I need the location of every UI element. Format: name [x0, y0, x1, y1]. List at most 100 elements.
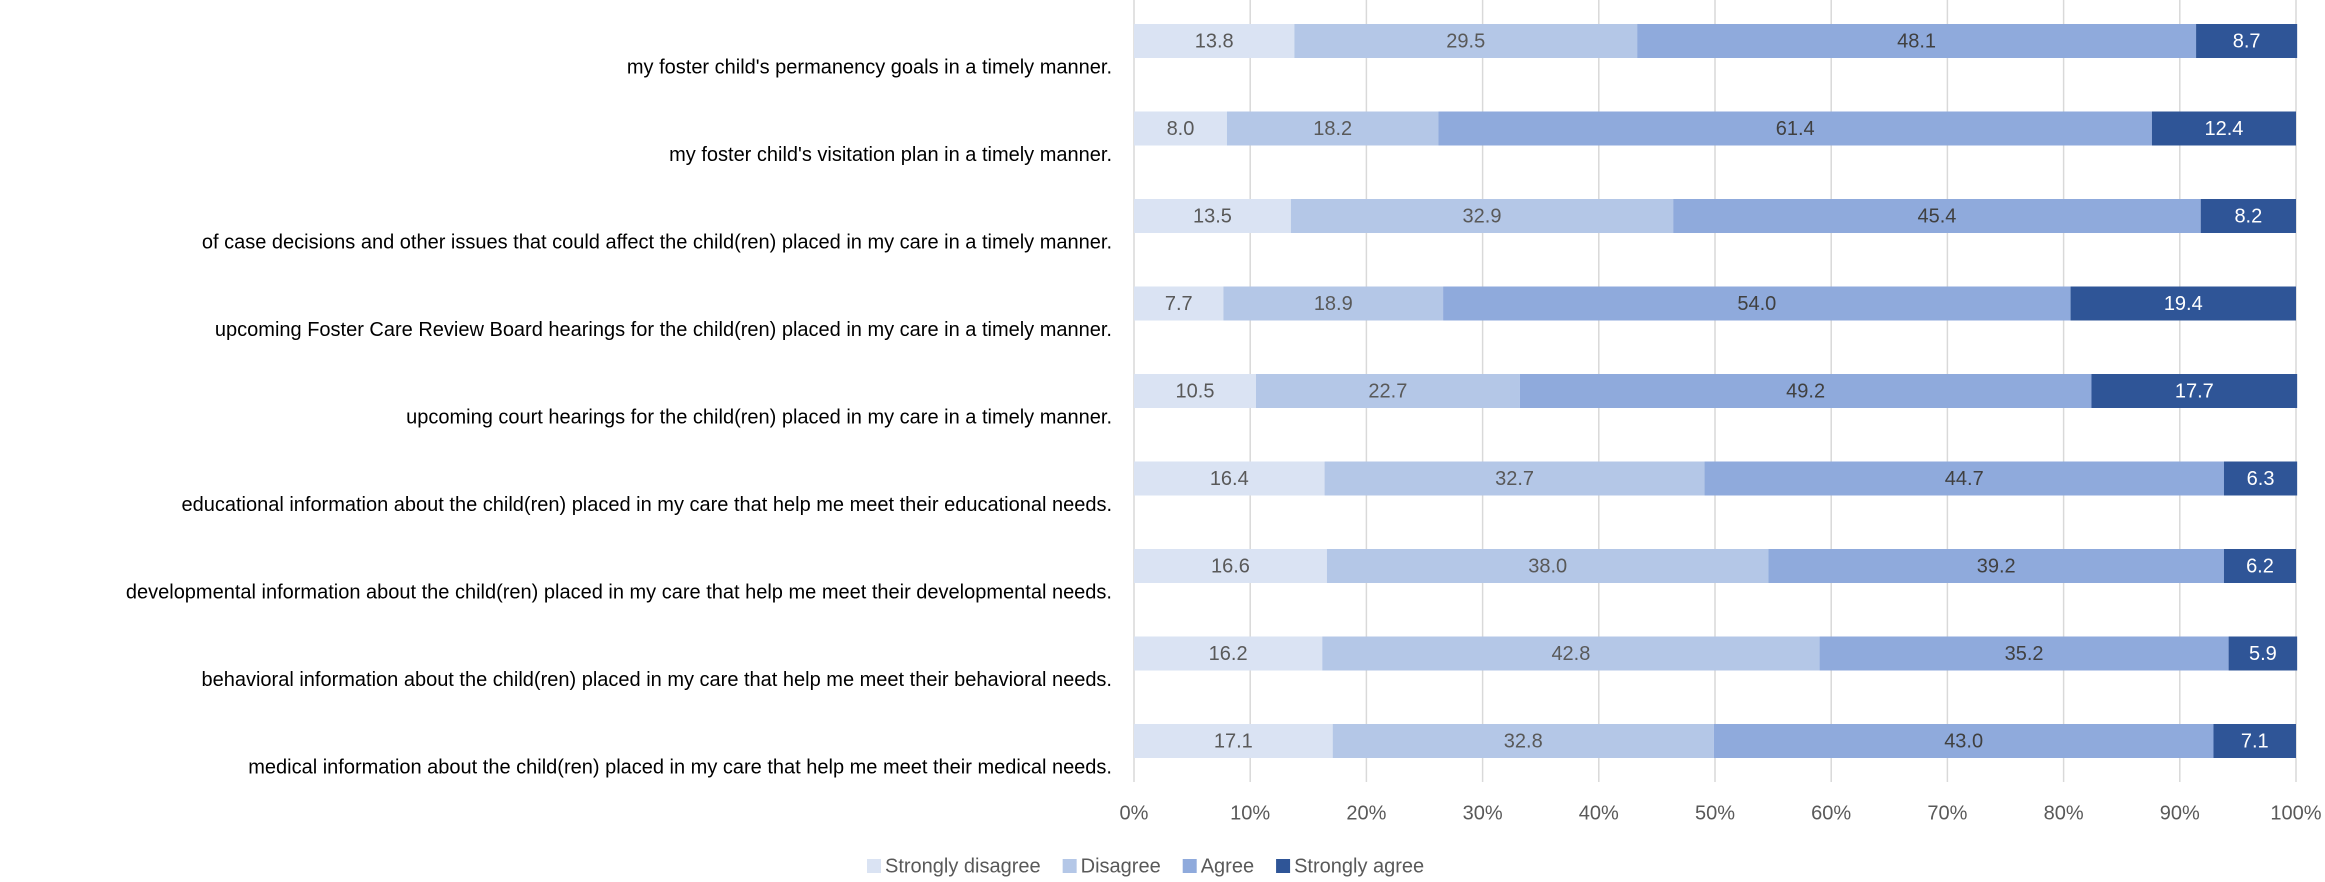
category-label: of case decisions and other issues that … [202, 231, 1112, 253]
data-label: 18.2 [1313, 118, 1352, 140]
bar-segment [1223, 286, 1444, 321]
data-label: 38.0 [1528, 555, 1567, 577]
data-label: 48.1 [1897, 30, 1936, 52]
data-label: 13.5 [1193, 205, 1232, 227]
data-label: 16.4 [1210, 468, 1249, 490]
data-label: 32.7 [1495, 468, 1534, 490]
bar-segment [1673, 199, 2201, 233]
data-label: 61.4 [1776, 118, 1815, 140]
data-label: 13.8 [1195, 30, 1234, 52]
category-label: upcoming court hearings for the child(re… [406, 406, 1112, 428]
x-tick-label: 80% [2044, 802, 2084, 824]
bar-segment [1768, 549, 2224, 583]
legend-label: Strongly disagree [885, 855, 1041, 877]
bar-segment [1134, 461, 1325, 496]
data-label: 7.1 [2241, 730, 2269, 752]
legend-label: Strongly agree [1294, 855, 1424, 877]
x-tick-label: 90% [2160, 802, 2200, 824]
bar-segment [1326, 549, 1769, 583]
bar-segment [1134, 636, 1323, 671]
bar-segment [2228, 636, 2298, 671]
data-label: 7.7 [1165, 293, 1193, 315]
data-label: 8.0 [1167, 118, 1195, 140]
category-label: behavioral information about the child(r… [201, 669, 1112, 691]
data-label: 42.8 [1551, 643, 1590, 665]
data-label: 18.9 [1314, 293, 1353, 315]
data-label: 6.3 [2247, 468, 2275, 490]
category-label: educational information about the child(… [181, 494, 1112, 516]
legend-swatch [867, 859, 881, 873]
data-label: 39.2 [1977, 555, 2016, 577]
bar-segment [1713, 724, 2214, 758]
data-label: 17.7 [2175, 380, 2214, 402]
x-tick-label: 20% [1346, 802, 1386, 824]
x-tick-label: 70% [1927, 802, 1967, 824]
bar-segment [1324, 461, 1705, 496]
data-label: 8.2 [2234, 205, 2262, 227]
data-label: 12.4 [2204, 118, 2243, 140]
bar-segment [1332, 724, 1714, 758]
legend: Strongly disagree Disagree Agree Strongly a… [867, 855, 1424, 877]
x-tick-label: 100% [2270, 802, 2321, 824]
data-label: 49.2 [1786, 380, 1825, 402]
data-label: 16.6 [1211, 555, 1250, 577]
category-label: my foster child's visitation plan in a t… [669, 144, 1112, 166]
data-label: 32.9 [1463, 205, 1502, 227]
bar-segment [1290, 199, 1674, 233]
bar-segment [1256, 374, 1520, 408]
bar-segment [2196, 24, 2298, 58]
category-label: my foster child's permanency goals in a … [627, 56, 1112, 78]
data-label: 10.5 [1176, 380, 1215, 402]
bar-segment [1438, 111, 2152, 146]
bar-segment [2091, 374, 2298, 408]
category-label: developmental information about the chil… [126, 581, 1112, 603]
x-tick-label: 60% [1811, 802, 1851, 824]
data-label: 5.9 [2249, 643, 2277, 665]
bar-segment [1443, 286, 2071, 321]
bar-segment [1134, 111, 1227, 146]
bar-segment [1294, 24, 1638, 58]
bar-segment [1134, 286, 1224, 321]
x-tick-label: 10% [1230, 802, 1270, 824]
bar-segment [2223, 461, 2298, 496]
data-label: 44.7 [1945, 468, 1984, 490]
x-tick-label: 30% [1463, 802, 1503, 824]
data-label: 32.8 [1504, 730, 1543, 752]
legend-swatch [1276, 859, 1291, 873]
x-tick-label: 50% [1695, 802, 1735, 824]
bar-segment [1134, 374, 1257, 408]
bar-segment [1322, 636, 1820, 671]
data-label: 22.7 [1368, 380, 1407, 402]
bar-segment [2151, 111, 2296, 146]
data-label: 19.4 [2164, 293, 2203, 315]
data-label: 43.0 [1944, 730, 1983, 752]
bar-segment [1134, 724, 1333, 758]
data-label: 35.2 [2005, 643, 2044, 665]
bar-segment [1134, 199, 1291, 233]
bar-segment [1704, 461, 2224, 496]
x-tick-label: 40% [1579, 802, 1619, 824]
data-label: 54.0 [1737, 293, 1776, 315]
legend-label: Agree [1201, 855, 1254, 877]
data-label: 45.4 [1917, 205, 1956, 227]
bar-segment [1134, 549, 1327, 583]
bar-segment [1519, 374, 2092, 408]
category-label: upcoming Foster Care Review Board hearin… [215, 319, 1112, 341]
bar-segment [1226, 111, 1439, 146]
data-label: 29.5 [1446, 30, 1485, 52]
category-label: medical information about the child(ren)… [248, 756, 1112, 778]
x-tick-label: 0% [1120, 802, 1149, 824]
bar-segment [1819, 636, 2229, 671]
legend-swatch [1062, 859, 1077, 873]
bar-segment [1637, 24, 2197, 58]
bar-segment [2070, 286, 2296, 321]
data-label: 6.2 [2246, 555, 2274, 577]
legend-swatch [1182, 859, 1197, 873]
bar-segment [1134, 24, 1295, 58]
bar-segment [2213, 724, 2296, 758]
data-label: 8.7 [2233, 30, 2261, 52]
legend-label: Disagree [1081, 855, 1161, 877]
bar-segment [2223, 549, 2296, 583]
data-label: 16.2 [1209, 643, 1248, 665]
